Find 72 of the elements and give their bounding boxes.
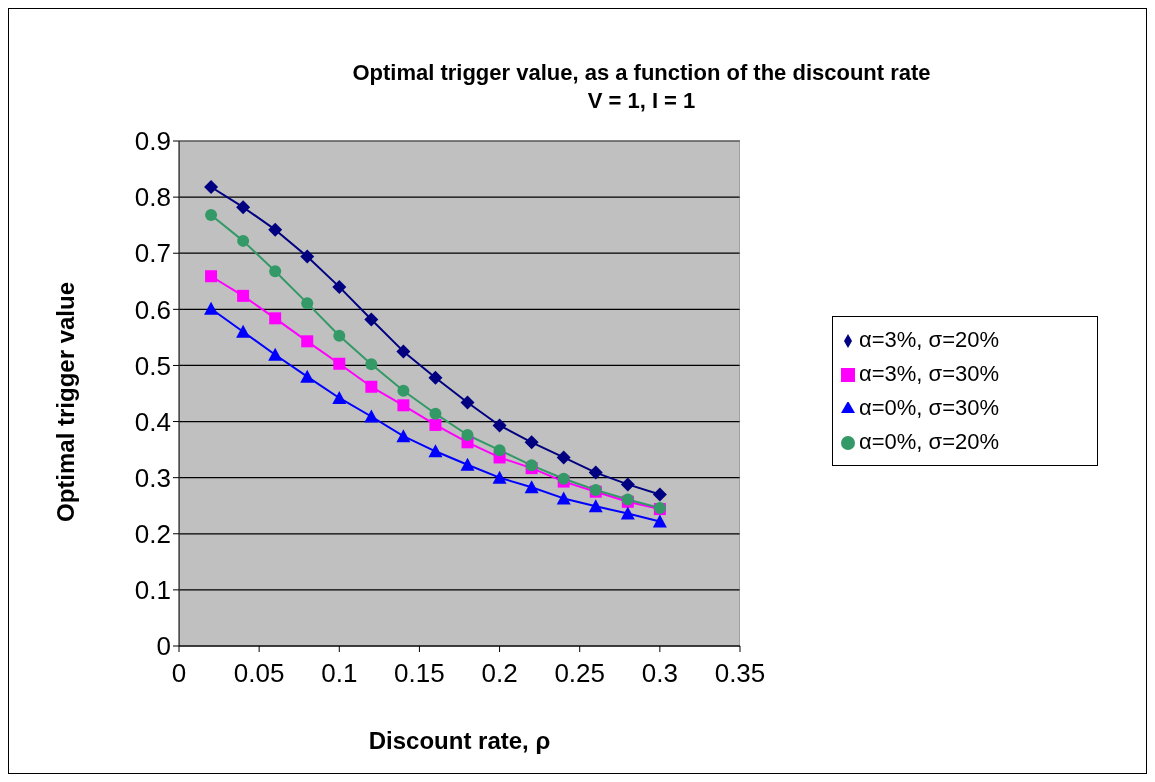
point (301, 335, 314, 348)
point (269, 312, 282, 325)
y-tick-label: 0.3 (134, 462, 171, 493)
point (300, 249, 315, 264)
point (236, 324, 251, 338)
point (236, 200, 251, 215)
y-tick-label: 0.9 (134, 126, 171, 157)
y-tick-label: 0.1 (134, 575, 171, 606)
y-tick-label: 0.7 (134, 238, 171, 269)
point (332, 279, 347, 294)
x-tick-label: 0.25 (554, 658, 606, 689)
x-tick-label: 0.35 (714, 658, 766, 689)
point (365, 380, 378, 393)
point (301, 297, 314, 310)
point (588, 499, 603, 513)
y-axis-title: Optimal trigger value (52, 280, 80, 525)
point (396, 429, 411, 443)
point (493, 444, 506, 457)
legend-label: α=0%, σ=30% (859, 395, 1000, 420)
legend-label: α=3%, σ=30% (859, 361, 1000, 386)
point (332, 390, 347, 404)
point (397, 399, 410, 412)
x-tick-label: 0.15 (394, 658, 445, 689)
legend-label: α=0%, σ=20% (859, 429, 1000, 454)
point (492, 470, 507, 484)
point (652, 514, 667, 528)
chart-title: Optimal trigger value, as a function of the discount rate V = 1, I = 1 (351, 59, 932, 115)
point (269, 265, 282, 278)
point (204, 180, 219, 195)
x-tick-label: 0.1 (321, 658, 358, 689)
point (620, 506, 635, 520)
point (429, 407, 442, 420)
point (652, 487, 667, 502)
point (524, 480, 539, 494)
point (460, 457, 475, 471)
y-tick-label: 0.4 (134, 406, 171, 437)
y-tick-label: 0.6 (134, 294, 171, 325)
point (620, 477, 635, 492)
point (588, 465, 603, 480)
point (556, 450, 571, 465)
x-axis-title: Discount rate, ρ (367, 727, 552, 755)
point (460, 395, 475, 410)
point (268, 347, 283, 361)
point (428, 444, 443, 458)
point (300, 369, 315, 383)
y-tick-label: 0.5 (134, 350, 171, 381)
x-tick-label: 0.05 (233, 658, 285, 689)
point (205, 209, 218, 222)
point (524, 435, 539, 450)
y-tick-label: 0.2 (134, 519, 171, 550)
point (397, 384, 410, 397)
point (333, 329, 346, 342)
point (556, 491, 571, 505)
point (204, 301, 219, 315)
point (237, 234, 250, 247)
point (428, 370, 443, 385)
y-tick-label: 0 (156, 631, 171, 662)
point (396, 344, 411, 359)
point (205, 270, 218, 283)
legend-label: α=3%, σ=20% (859, 327, 1000, 352)
point (461, 429, 474, 442)
point (268, 222, 283, 237)
point (492, 418, 507, 433)
x-tick-label: 0.3 (641, 658, 678, 689)
x-tick-label: 0.2 (481, 658, 518, 689)
point (333, 357, 346, 370)
point (237, 289, 250, 302)
point (364, 409, 379, 423)
point (364, 312, 379, 327)
point (429, 418, 442, 431)
point (365, 358, 378, 371)
y-tick-label: 0.8 (134, 182, 171, 213)
